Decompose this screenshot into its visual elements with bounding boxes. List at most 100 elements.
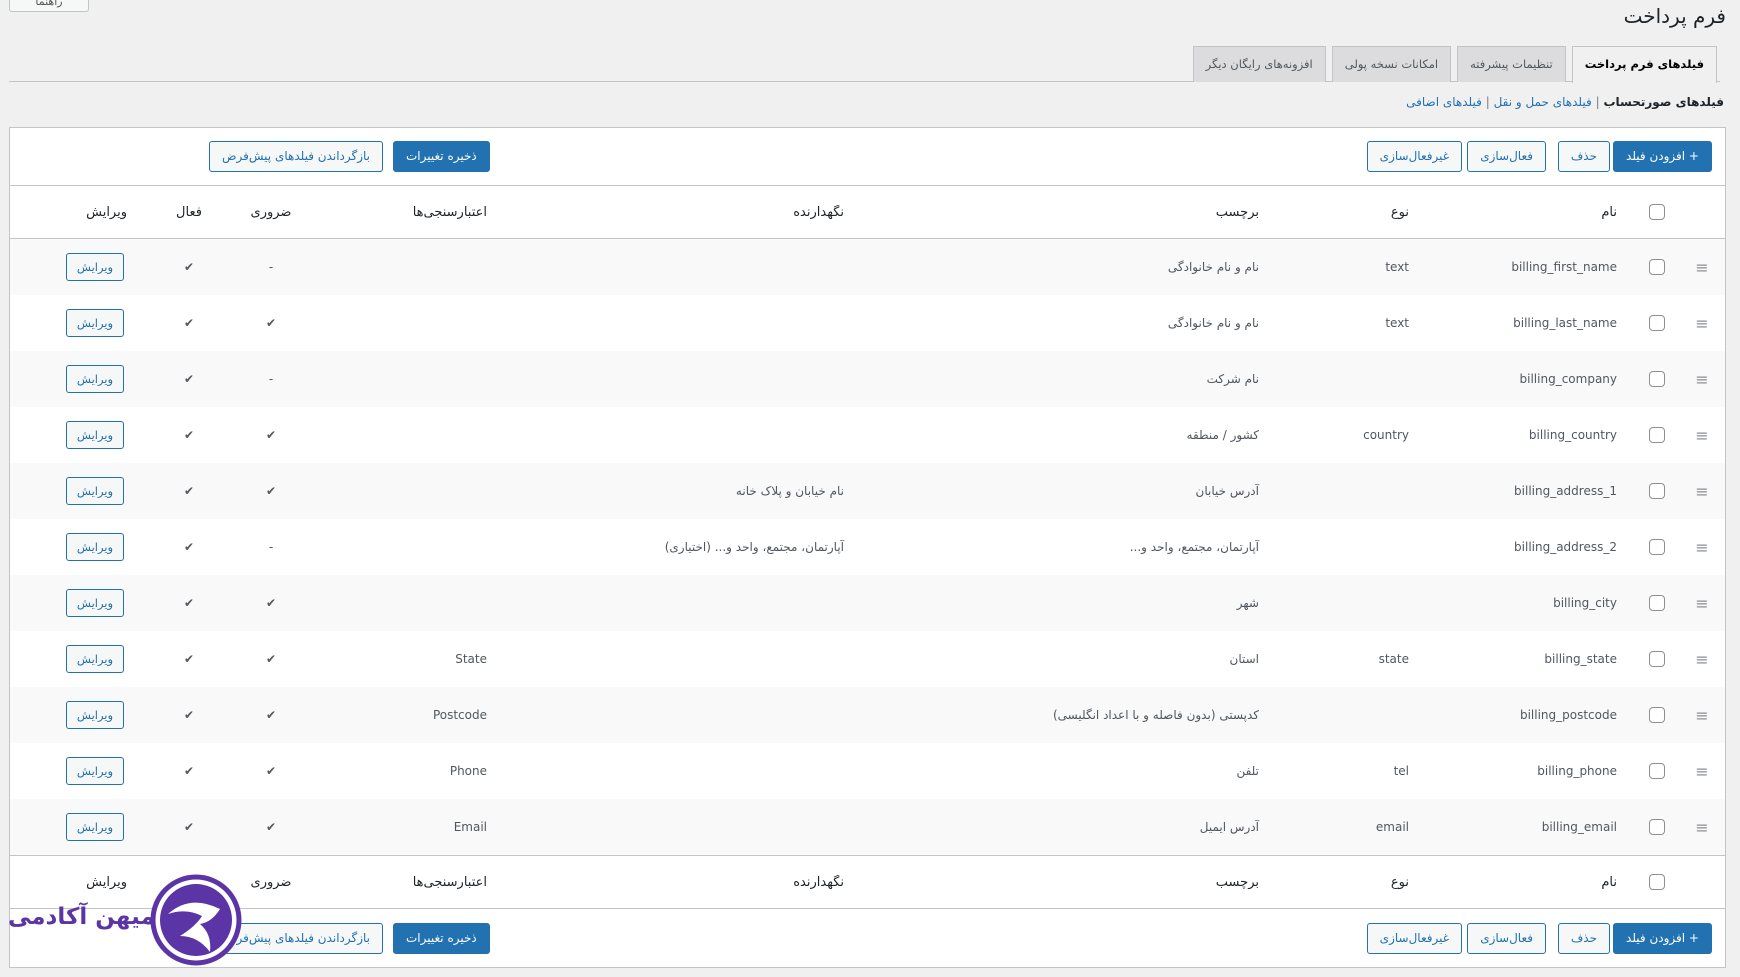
field-label: شهر [1236, 596, 1259, 610]
header-active: فعال [176, 204, 202, 220]
reset-defaults-button[interactable]: بازگرداندن فیلدهای پیش‌فرض [209, 141, 384, 172]
footer-label: برچسب [1215, 874, 1259, 890]
header-type: نوع [1390, 204, 1409, 220]
footer-required: ضروری [250, 874, 292, 890]
subnav-shipping[interactable]: فیلدهای حمل و نقل [1493, 95, 1592, 109]
table-row: ≡ billing_email email آدرس ایمیل Email ✔ ✔ ویرا… [10, 799, 1725, 855]
drag-handle-icon[interactable]: ≡ [1695, 369, 1709, 389]
required-indicator: - [268, 540, 274, 554]
active-indicator: ✔ [183, 652, 195, 666]
field-name: billing_city [1553, 596, 1617, 610]
table-row: ≡ billing_address_2 آپارتمان، مجتمع، واحد … [10, 519, 1725, 575]
section-nav: فیلدهای صورتحساب | فیلدهای حمل و نقل | ف… [1406, 95, 1724, 109]
field-validation: State [455, 652, 487, 666]
active-indicator: ✔ [183, 540, 195, 554]
row-checkbox[interactable] [1649, 539, 1665, 555]
edit-button[interactable]: ویرایش [65, 645, 125, 673]
row-checkbox[interactable] [1649, 483, 1665, 499]
subnav-billing[interactable]: فیلدهای صورتحساب [1603, 95, 1724, 109]
disable-button-bottom[interactable]: غیرفعال‌سازی [1366, 923, 1462, 954]
active-indicator: ✔ [183, 428, 195, 442]
field-name: billing_country [1528, 428, 1617, 442]
tab-advanced-settings[interactable]: تنظیمات پیشرفته [1457, 46, 1566, 82]
row-checkbox[interactable] [1649, 707, 1665, 723]
field-placeholder: نام خیابان و پلاک خانه [735, 484, 844, 498]
delete-button-bottom[interactable]: حذف [1557, 923, 1610, 954]
drag-handle-icon[interactable]: ≡ [1695, 257, 1709, 277]
row-checkbox[interactable] [1649, 259, 1665, 275]
watermark-logo: میهن آکادمی [8, 874, 242, 966]
required-indicator: ✔ [265, 596, 277, 610]
subnav-additional[interactable]: فیلدهای اضافی [1406, 95, 1482, 109]
field-type: text [1385, 260, 1409, 274]
tab-pro-features[interactable]: امکانات نسخه پولی [1331, 46, 1452, 82]
drag-handle-icon[interactable]: ≡ [1695, 313, 1709, 333]
footer-name: نام [1601, 874, 1617, 890]
edit-button[interactable]: ویرایش [65, 701, 125, 729]
required-indicator: - [268, 372, 274, 386]
drag-handle-icon[interactable]: ≡ [1695, 537, 1709, 557]
edit-button[interactable]: ویرایش [65, 757, 125, 785]
field-name: billing_state [1544, 652, 1617, 666]
field-label: آدرس ایمیل [1199, 820, 1259, 834]
edit-button[interactable]: ویرایش [65, 589, 125, 617]
save-changes-button[interactable]: ذخیره تغییرات [393, 141, 490, 172]
enable-button[interactable]: فعال‌سازی [1467, 141, 1546, 172]
field-name: billing_last_name [1513, 316, 1617, 330]
drag-handle-icon[interactable]: ≡ [1695, 817, 1709, 837]
add-field-button-bottom[interactable]: + افزودن فیلد [1613, 923, 1712, 954]
tab-other-plugins[interactable]: افزونه‌های رایگان دیگر [1192, 46, 1326, 82]
drag-handle-icon[interactable]: ≡ [1695, 425, 1709, 445]
row-checkbox[interactable] [1649, 315, 1665, 331]
select-all-checkbox-footer[interactable] [1649, 874, 1665, 890]
edit-button[interactable]: ویرایش [65, 421, 125, 449]
row-checkbox[interactable] [1649, 427, 1665, 443]
drag-handle-icon[interactable]: ≡ [1695, 593, 1709, 613]
row-checkbox[interactable] [1649, 371, 1665, 387]
row-checkbox[interactable] [1649, 651, 1665, 667]
table-header: نام نوع برچسب نگهدارنده اعتبارسنجی‌ها ضر… [10, 185, 1725, 239]
edit-button[interactable]: ویرایش [65, 533, 125, 561]
row-checkbox[interactable] [1649, 763, 1665, 779]
select-all-checkbox[interactable] [1649, 204, 1665, 220]
drag-handle-icon[interactable]: ≡ [1695, 649, 1709, 669]
edit-button[interactable]: ویرایش [65, 309, 125, 337]
header-name: نام [1601, 204, 1617, 220]
separator: | [1595, 95, 1600, 109]
header-placeholder: نگهدارنده [793, 204, 844, 220]
field-type: country [1363, 428, 1409, 442]
drag-handle-icon[interactable]: ≡ [1695, 761, 1709, 781]
field-name: billing_email [1541, 820, 1617, 834]
top-toolbar: + افزودن فیلد حذف فعال‌سازی غیرفعال‌سازی… [10, 128, 1725, 186]
table-row: ≡ billing_address_1 آدرس خیابان نام خیابان … [10, 463, 1725, 519]
save-changes-button-bottom[interactable]: ذخیره تغییرات [393, 923, 490, 954]
field-type: text [1385, 316, 1409, 330]
footer-validation: اعتبارسنجی‌ها [412, 874, 487, 890]
drag-handle-icon[interactable]: ≡ [1695, 705, 1709, 725]
disable-button[interactable]: غیرفعال‌سازی [1366, 141, 1462, 172]
edit-button[interactable]: ویرایش [65, 253, 125, 281]
field-type: tel [1393, 764, 1409, 778]
edit-button[interactable]: ویرایش [65, 365, 125, 393]
fields-panel: + افزودن فیلد حذف فعال‌سازی غیرفعال‌سازی… [9, 127, 1726, 968]
tab-checkout-fields[interactable]: فیلدهای فرم پرداخت [1571, 46, 1717, 83]
field-label: آدرس خیابان [1195, 484, 1259, 498]
header-edit: ویرایش [86, 204, 127, 220]
add-field-button[interactable]: + افزودن فیلد [1613, 141, 1712, 172]
field-name: billing_address_1 [1514, 484, 1617, 498]
required-indicator: - [268, 260, 274, 274]
reset-defaults-button-bottom[interactable]: بازگرداندن فیلدهای پیش‌فرض [209, 923, 384, 954]
enable-button-bottom[interactable]: فعال‌سازی [1467, 923, 1546, 954]
page-title: فرم پرداخت [1623, 4, 1726, 28]
edit-button[interactable]: ویرایش [65, 813, 125, 841]
delete-button[interactable]: حذف [1557, 141, 1610, 172]
edit-button[interactable]: ویرایش [65, 477, 125, 505]
table-row: ≡ billing_state state استان State ✔ ✔ ویرایش [10, 631, 1725, 687]
row-checkbox[interactable] [1649, 819, 1665, 835]
table-row: ≡ billing_postcode کدپستی (بدون فاصله و با… [10, 687, 1725, 743]
drag-handle-icon[interactable]: ≡ [1695, 481, 1709, 501]
active-indicator: ✔ [183, 372, 195, 386]
row-checkbox[interactable] [1649, 595, 1665, 611]
help-button[interactable]: راهنما [9, 0, 89, 12]
active-indicator: ✔ [183, 596, 195, 610]
